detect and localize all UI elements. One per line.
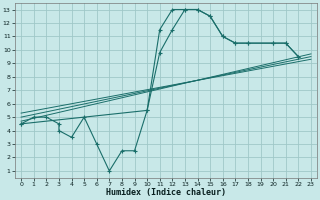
X-axis label: Humidex (Indice chaleur): Humidex (Indice chaleur) [106,188,226,197]
